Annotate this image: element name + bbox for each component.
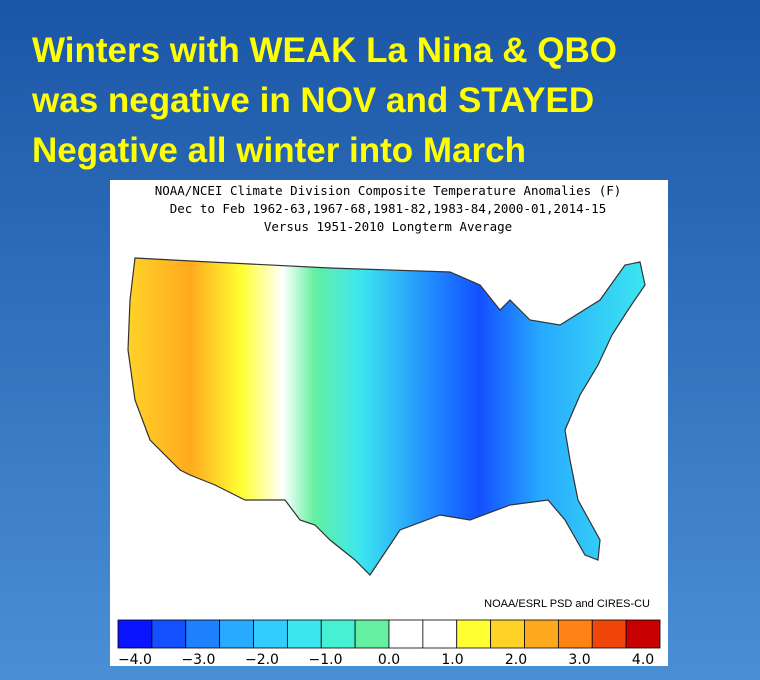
- colorbar-tick-label: −2.0: [245, 652, 279, 668]
- colorbar-box: [151, 619, 187, 649]
- colorbar-box: [185, 619, 221, 649]
- title-line: Negative all winter into March: [32, 131, 526, 170]
- colorbar-tick-label: −1.0: [308, 652, 342, 668]
- colorbar-tick-label: 2.0: [505, 652, 527, 668]
- header-line: NOAA/NCEI Climate Division Composite Tem…: [155, 183, 622, 198]
- colorbar-tick-label: 1.0: [441, 652, 463, 668]
- title-line: Winters with WEAK La Nina & QBO: [32, 31, 617, 70]
- header-line: Dec to Feb 1962-63,1967-68,1981-82,1983-…: [170, 201, 607, 216]
- colorbar-box: [253, 619, 288, 649]
- colorbar-box: [117, 619, 153, 649]
- slide-title: Winters with WEAK La Nina & QBO was negat…: [31, 31, 617, 170]
- colorbar-box: [456, 619, 492, 649]
- map-header: NOAA/NCEI Climate Division Composite Tem…: [155, 183, 622, 234]
- title-line: was negative in NOV and STAYED: [31, 81, 594, 120]
- colorbar-box: [524, 619, 559, 649]
- colorbar-tick-label: 4.0: [632, 652, 654, 668]
- map-credit: NOAA/ESRL PSD and CIRES-CU: [484, 598, 650, 610]
- colorbar-box: [591, 619, 627, 649]
- colorbar-box: [320, 619, 356, 649]
- colorbar-tick-label: −3.0: [181, 652, 215, 668]
- colorbar-box: [219, 619, 254, 649]
- colorbar-box: [625, 619, 661, 649]
- colorbar-tick-label: −4.0: [118, 652, 152, 668]
- colorbar: −4.0 −3.0 −2.0 −1.0 0.0 1.0 2.0 3.0 4.0: [117, 619, 661, 668]
- colorbar-tick-label: 0.0: [378, 652, 400, 668]
- colorbar-box: [354, 619, 390, 649]
- colorbar-box: [286, 619, 322, 649]
- us-map: [127, 257, 646, 576]
- colorbar-box: [490, 619, 525, 649]
- colorbar-box: [388, 619, 424, 649]
- colorbar-box: [422, 619, 458, 649]
- header-line: Versus 1951-2010 Longterm Average: [264, 219, 512, 234]
- colorbar-tick-label: 3.0: [568, 652, 590, 668]
- colorbar-box: [557, 619, 593, 649]
